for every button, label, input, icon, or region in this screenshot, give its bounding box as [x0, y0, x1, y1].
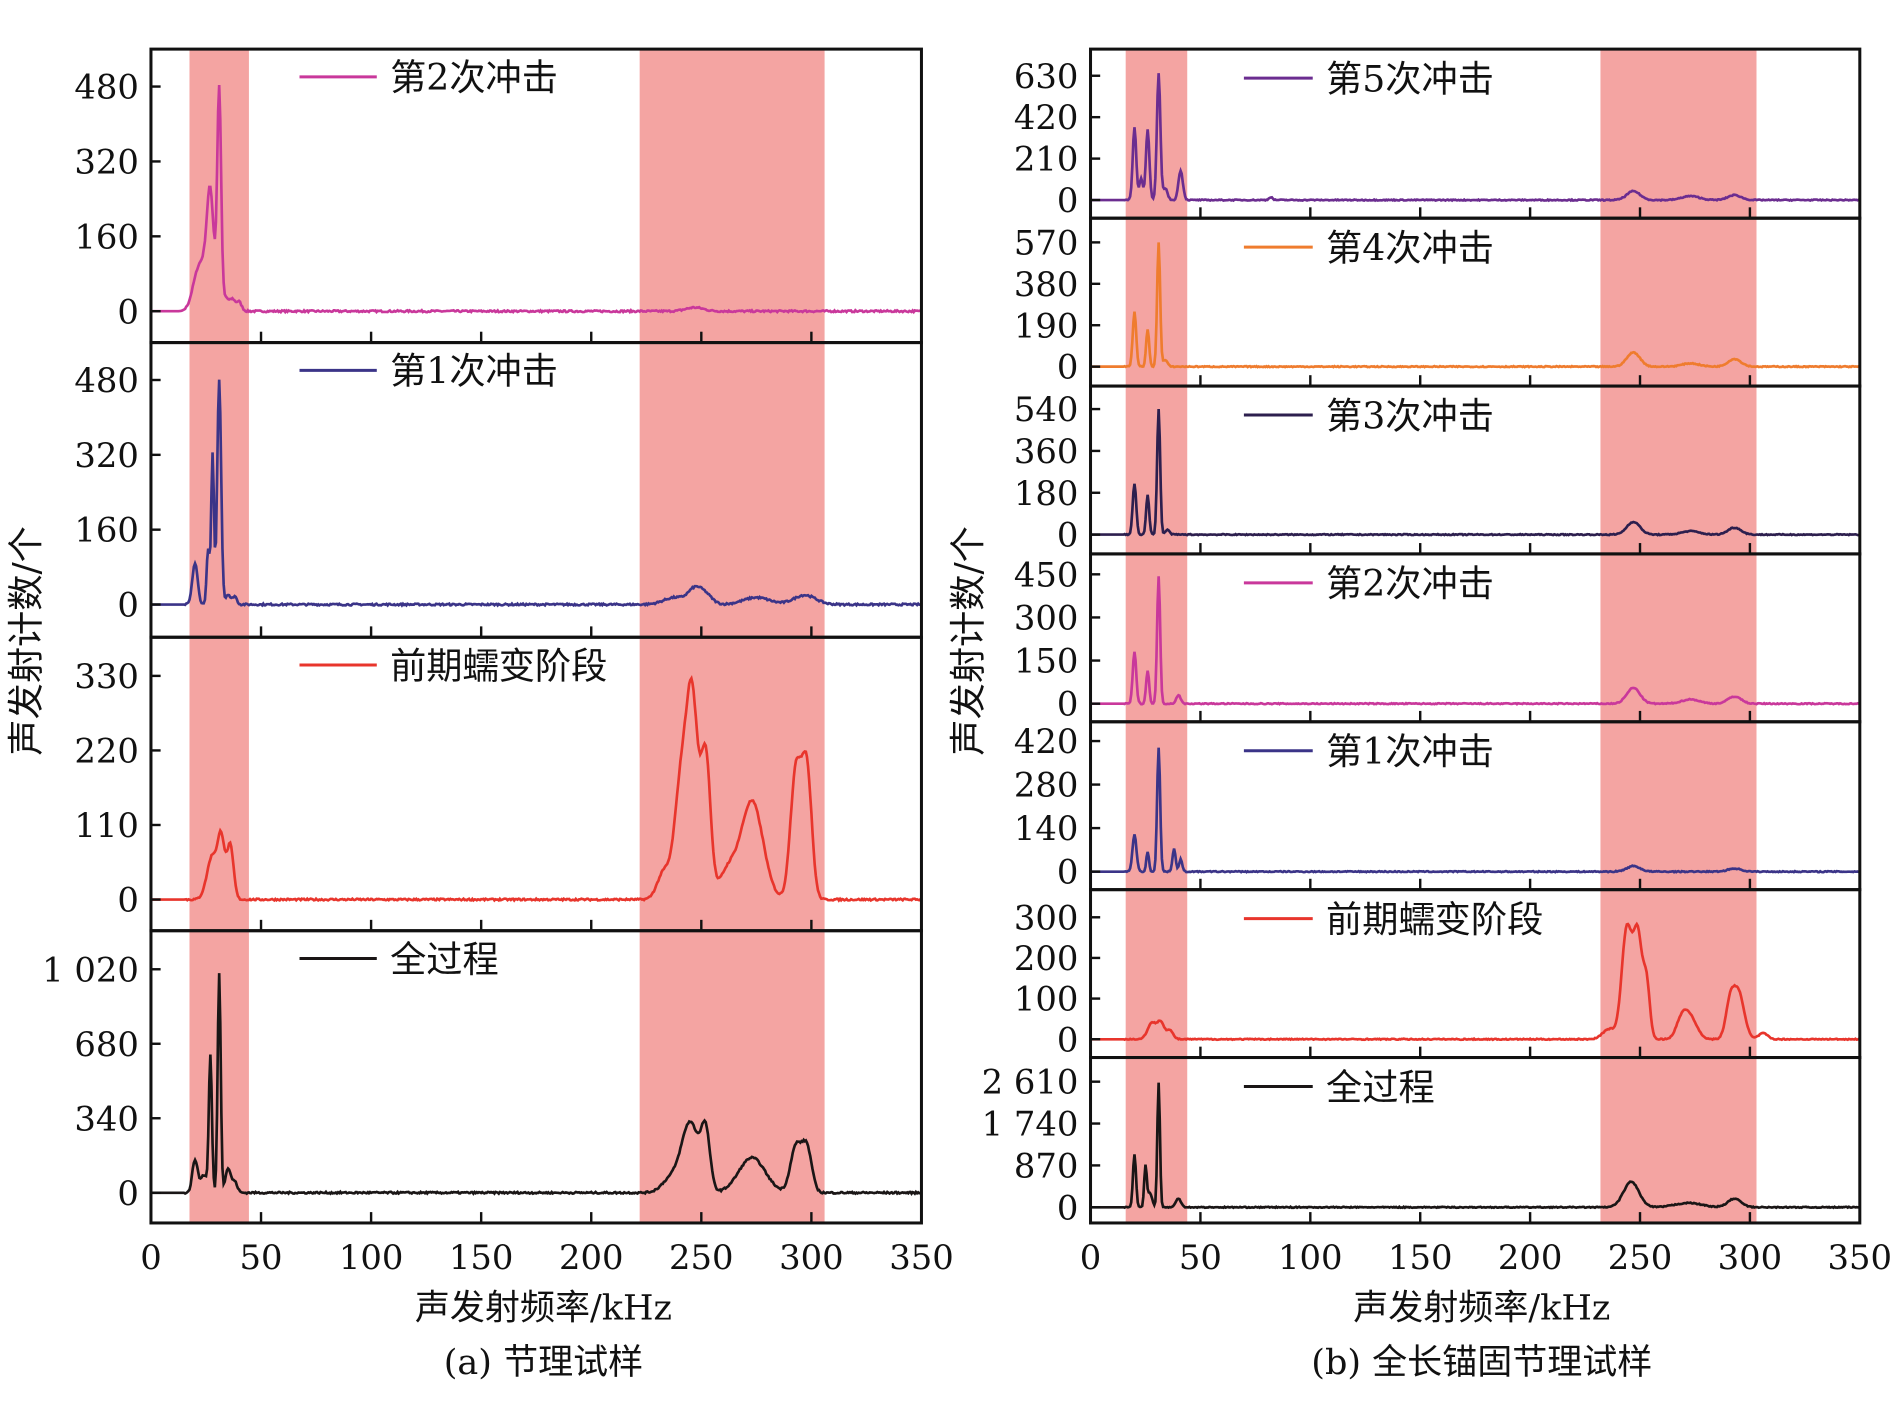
y-tick-label: 0 — [1057, 181, 1079, 220]
y-tick-label: 480 — [74, 68, 139, 107]
series-line — [1090, 1082, 1860, 1210]
y-tick-label: 360 — [1014, 432, 1079, 471]
y-tick-label: 380 — [1014, 265, 1079, 304]
panel-a: 0 160 320 480 第2次冲击 0 160 320 480 第1次冲击 0 110 220 330… — [42, 47, 954, 1277]
legend-label: 第3次冲击 — [1326, 394, 1494, 437]
y-tick-label: 220 — [74, 732, 139, 771]
x-tick-label: 0 — [1080, 1238, 1102, 1277]
subplot-frame — [149, 929, 923, 1225]
y-tick-label: 870 — [1014, 1146, 1079, 1185]
y-tick-label: 160 — [74, 217, 139, 256]
y-tick-label: 0 — [1057, 348, 1079, 387]
legend-label: 第4次冲击 — [1326, 226, 1494, 269]
y-tick-label: 150 — [1014, 642, 1079, 681]
y-tick-label: 110 — [74, 806, 139, 845]
xlabel-a: 声发射频率/kHz — [415, 1288, 672, 1329]
caption-a: (a) 节理试样 — [444, 1342, 643, 1383]
series-line — [1090, 73, 1861, 203]
shaded-band — [1600, 49, 1757, 1223]
y-tick-label: 100 — [1014, 980, 1079, 1019]
y-tick-label: 300 — [1014, 599, 1079, 638]
y-tick-label: 320 — [74, 436, 139, 475]
x-tick-label: 350 — [1828, 1238, 1890, 1277]
x-tick-label: 150 — [449, 1238, 514, 1277]
y-tick-label: 0 — [1057, 1020, 1079, 1059]
legend-label: 第5次冲击 — [1326, 57, 1494, 100]
series-line — [1090, 576, 1861, 706]
y-tick-label: 0 — [117, 1174, 139, 1213]
y-tick-label: 0 — [1057, 853, 1079, 892]
legend-label: 第1次冲击 — [1326, 730, 1494, 773]
series-line — [1090, 921, 1861, 1042]
legend-label: 全过程 — [1326, 1066, 1435, 1109]
y-tick-label: 540 — [1014, 390, 1079, 429]
y-tick-label: 1 020 — [42, 950, 139, 989]
x-tick-label: 250 — [1608, 1238, 1673, 1277]
y-tick-label: 0 — [117, 586, 139, 625]
series-line — [1090, 747, 1860, 874]
x-tick-label: 150 — [1388, 1238, 1453, 1277]
y-tick-label: 2 610 — [982, 1063, 1079, 1102]
y-tick-label: 680 — [74, 1025, 139, 1064]
series-line — [150, 674, 923, 903]
series-line — [150, 85, 923, 315]
ylabel-a: 声发射计数/个 — [5, 526, 48, 756]
y-tick-label: 0 — [1057, 685, 1079, 724]
subplot-frame — [1089, 1056, 1862, 1225]
x-tick-label: 200 — [1498, 1238, 1563, 1277]
x-tick-label: 250 — [669, 1238, 734, 1277]
x-tick-label: 100 — [339, 1238, 404, 1277]
series-line — [1090, 242, 1861, 369]
y-tick-label: 320 — [74, 143, 139, 182]
x-tick-label: 100 — [1278, 1238, 1343, 1277]
legend-label: 第2次冲击 — [390, 56, 558, 99]
y-tick-label: 300 — [1014, 898, 1079, 937]
legend-label: 第2次冲击 — [1326, 562, 1494, 605]
ylabel-b: 声发射计数/个 — [947, 526, 990, 756]
series-line — [150, 973, 923, 1196]
legend-label: 全过程 — [390, 938, 499, 981]
y-tick-label: 420 — [1014, 722, 1079, 761]
xlabel-b: 声发射频率/kHz — [1353, 1288, 1610, 1329]
caption-b: (b) 全长锚固节理试样 — [1311, 1342, 1652, 1383]
y-tick-label: 0 — [1057, 1188, 1079, 1227]
x-tick-label: 350 — [889, 1238, 954, 1277]
y-tick-label: 210 — [1014, 140, 1079, 179]
x-tick-label: 300 — [1718, 1238, 1783, 1277]
y-tick-label: 630 — [1014, 57, 1079, 96]
y-tick-label: 180 — [1014, 474, 1079, 513]
y-tick-label: 0 — [1057, 516, 1079, 555]
series-line — [1090, 408, 1861, 537]
x-tick-label: 50 — [240, 1238, 283, 1277]
y-tick-label: 0 — [117, 881, 139, 920]
y-tick-label: 200 — [1014, 939, 1079, 978]
y-tick-label: 480 — [74, 361, 139, 400]
y-tick-label: 140 — [1014, 809, 1079, 848]
series-line — [150, 379, 922, 608]
y-tick-label: 280 — [1014, 766, 1079, 805]
y-tick-label: 160 — [74, 511, 139, 550]
y-tick-label: 190 — [1014, 306, 1079, 345]
legend-label: 前期蠕变阶段 — [390, 644, 607, 687]
y-tick-label: 0 — [117, 292, 139, 331]
y-tick-label: 340 — [74, 1099, 139, 1138]
y-tick-label: 330 — [74, 657, 139, 696]
y-tick-label: 450 — [1014, 555, 1079, 594]
legend-label: 前期蠕变阶段 — [1326, 898, 1543, 941]
x-tick-label: 300 — [779, 1238, 844, 1277]
x-tick-label: 200 — [559, 1238, 624, 1277]
y-tick-label: 420 — [1014, 98, 1079, 137]
y-tick-label: 1 740 — [982, 1105, 1079, 1144]
legend-label: 第1次冲击 — [390, 350, 558, 393]
x-tick-label: 0 — [140, 1238, 162, 1277]
y-tick-label: 570 — [1014, 223, 1079, 262]
x-tick-label: 50 — [1179, 1238, 1222, 1277]
